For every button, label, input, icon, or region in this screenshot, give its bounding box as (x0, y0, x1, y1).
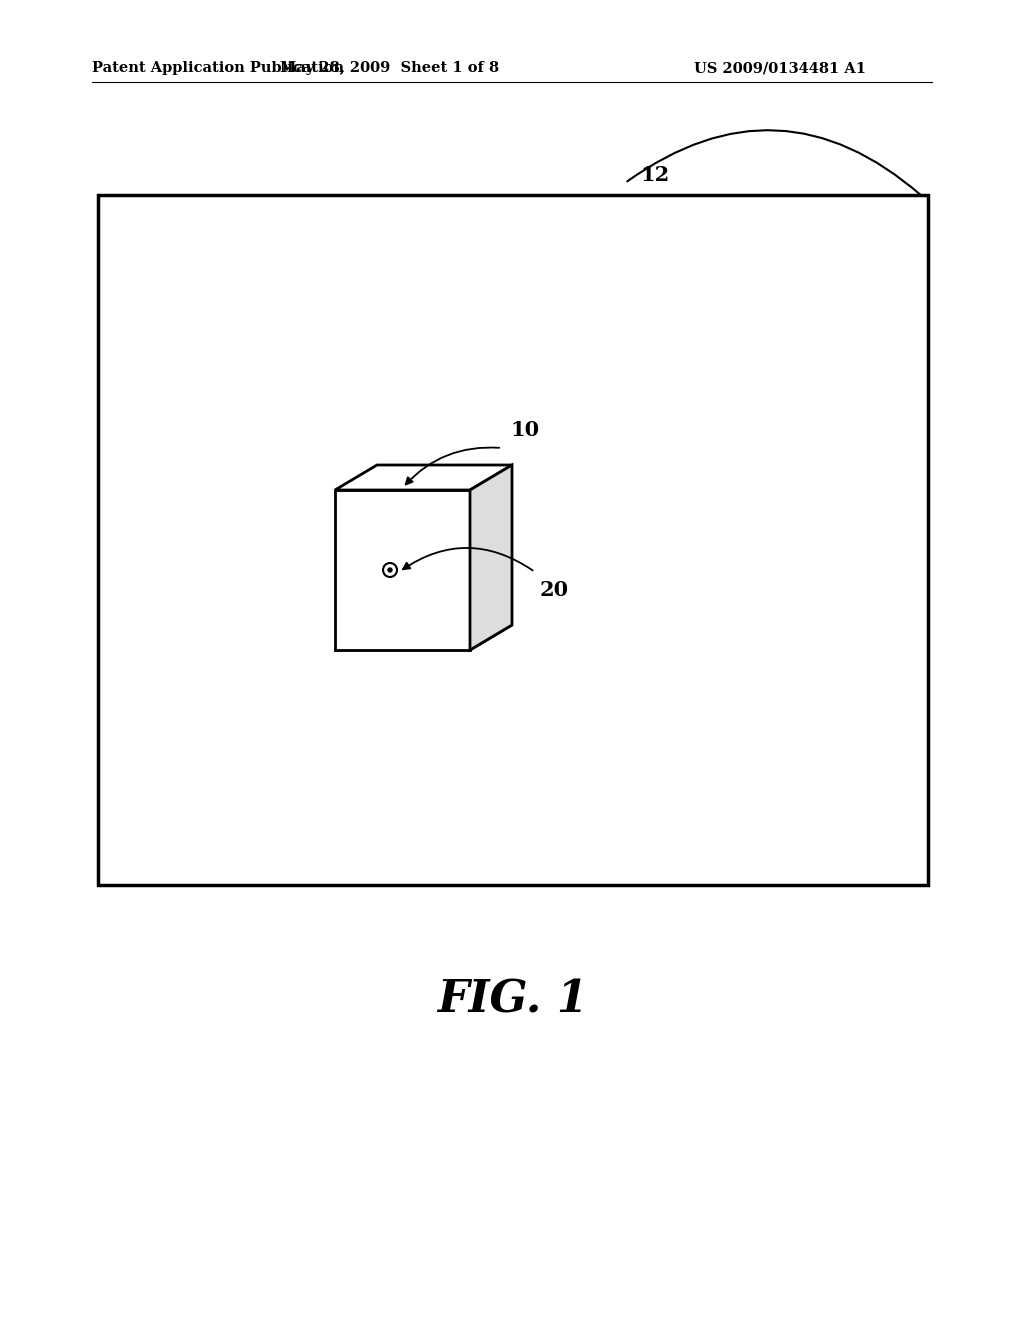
Bar (335, 490, 470, 649)
Polygon shape (335, 624, 512, 649)
Text: 12: 12 (640, 165, 670, 185)
Text: 10: 10 (510, 420, 539, 440)
Text: FIG. 1: FIG. 1 (436, 978, 588, 1022)
Text: 20: 20 (540, 579, 569, 601)
Circle shape (388, 568, 392, 572)
Text: May 28, 2009  Sheet 1 of 8: May 28, 2009 Sheet 1 of 8 (281, 61, 500, 75)
Text: US 2009/0134481 A1: US 2009/0134481 A1 (694, 61, 866, 75)
Text: Patent Application Publication: Patent Application Publication (92, 61, 344, 75)
Polygon shape (335, 465, 512, 490)
Bar (98, 195, 928, 884)
Polygon shape (470, 465, 512, 649)
